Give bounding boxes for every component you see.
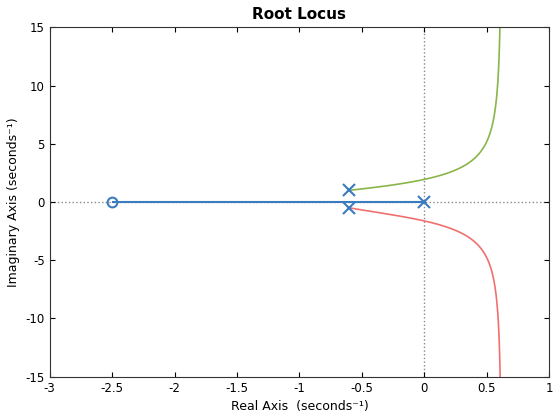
X-axis label: Real Axis  (seconds⁻¹): Real Axis (seconds⁻¹) [231, 400, 368, 413]
Title: Root Locus: Root Locus [253, 7, 347, 22]
Y-axis label: Imaginary Axis (seconds⁻¹): Imaginary Axis (seconds⁻¹) [7, 117, 20, 287]
